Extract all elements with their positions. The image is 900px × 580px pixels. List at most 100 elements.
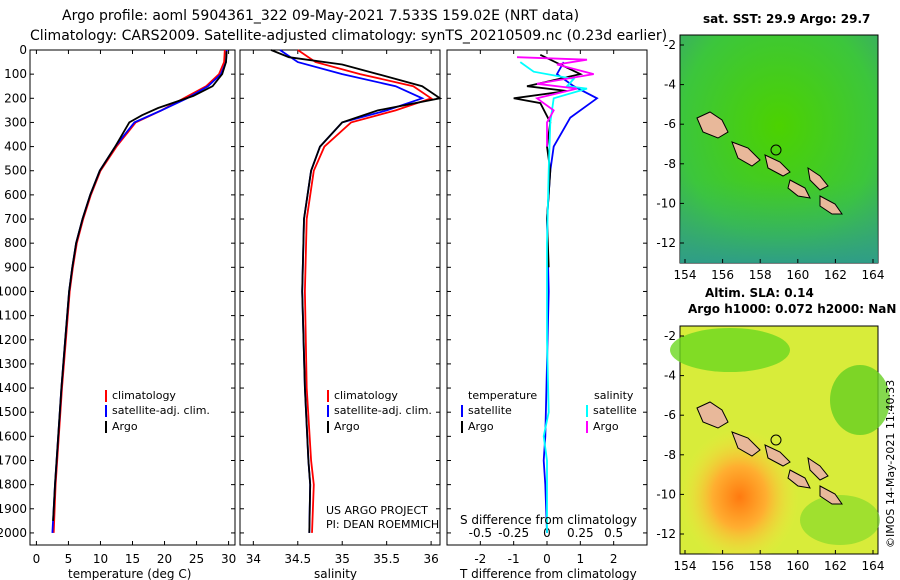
- x-tick-label: 35: [335, 552, 350, 566]
- map-x-tick-label: 156: [711, 268, 734, 282]
- legend-s-argo: Argo: [593, 420, 619, 433]
- t-difference-xlabel: T difference from climatology: [459, 567, 637, 580]
- y-tick-label: 1400: [0, 381, 27, 395]
- salinity-xlabel: salinity: [314, 567, 357, 580]
- s-difference-title: S difference from climatology: [460, 513, 637, 527]
- y-tick-label: 1700: [0, 453, 27, 467]
- salinity-legend: climatology satellite-adj. clim. Argo: [327, 389, 432, 433]
- y-tick-label: 700: [4, 212, 27, 226]
- sst-map-title: sat. SST: 29.9 Argo: 29.7: [703, 12, 870, 26]
- legend-s-satellite: satellite: [593, 404, 637, 417]
- map-x-tick-label: 164: [862, 559, 885, 573]
- y-tick-label: 500: [4, 164, 27, 178]
- x-tick-label: 5: [65, 552, 73, 566]
- x-tick-label: 1: [577, 552, 585, 566]
- y-tick-label: 1000: [0, 284, 27, 298]
- y-tick-label: 100: [4, 67, 27, 81]
- temperature-legend: climatology satellite-adj. clim. Argo: [105, 389, 210, 433]
- map-y-tick-label: -12: [656, 527, 676, 541]
- y-tick-label: 800: [4, 236, 27, 250]
- sla-map: Altim. SLA: 0.14 Argo h1000: 0.072 h2000…: [656, 286, 896, 573]
- map-x-tick-label: 158: [749, 268, 772, 282]
- temperature-legend-climatology: climatology: [112, 389, 176, 402]
- difference-panel: -2 -1 0 1 2 -0.5 -0.25 0 0.25 0.5 S difference fr…: [446, 49, 648, 580]
- x-tick-label: 34.5: [284, 552, 311, 566]
- x-tick-label: -1: [508, 552, 520, 566]
- x-tick-label: 30: [221, 552, 236, 566]
- map-y-tick-label: -12: [656, 236, 676, 250]
- map-x-tick-label: 156: [711, 559, 734, 573]
- map-x-tick-label: 162: [824, 268, 847, 282]
- s-tick-label: -0.5: [469, 526, 492, 540]
- temperature-xlabel: temperature (deg C): [68, 567, 191, 580]
- salinity-legend-climatology: climatology: [334, 389, 398, 402]
- map-x-tick-label: 162: [824, 559, 847, 573]
- map-y-tick-label: -10: [656, 487, 676, 501]
- map-x-tick-label: 160: [786, 268, 809, 282]
- sst-field-south: [680, 180, 878, 263]
- salinity-lines: [270, 49, 443, 533]
- salinity-legend-argo: Argo: [334, 420, 360, 433]
- title-line-2: Climatology: CARS2009. Satellite-adjuste…: [30, 28, 667, 44]
- series-line-climatology: [297, 49, 434, 533]
- temperature-ticks: 0100200300400500600700800900100011001200…: [0, 43, 236, 566]
- temperature-lines: [51, 49, 228, 533]
- x-tick-label: 10: [93, 552, 108, 566]
- series-line-argo: [270, 49, 443, 533]
- temperature-legend-satellite: satellite-adj. clim.: [112, 404, 210, 417]
- legend-t-satellite: satellite: [468, 404, 512, 417]
- sla-hotspot: [680, 326, 878, 554]
- map-y-tick-label: -8: [664, 448, 676, 462]
- map-y-tick-label: -10: [656, 196, 676, 210]
- legend-header-salinity: salinity: [594, 389, 634, 402]
- annotation-project: US ARGO PROJECT: [326, 504, 428, 517]
- s-tick-label: 0.5: [604, 526, 623, 540]
- y-tick-label: 1800: [0, 478, 27, 492]
- map-x-tick-label: 160: [786, 559, 809, 573]
- sla-map-title-2: Argo h1000: 0.072 h2000: NaN: [688, 302, 896, 316]
- temperature-legend-argo: Argo: [112, 420, 138, 433]
- map-x-tick-label: 158: [749, 559, 772, 573]
- y-tick-label: 1100: [0, 309, 27, 323]
- sla-map-title-1: Altim. SLA: 0.14: [705, 286, 814, 300]
- sla-islands: [696, 401, 843, 505]
- x-tick-label: 2: [610, 552, 618, 566]
- y-tick-label: 200: [4, 91, 27, 105]
- difference-legend: temperature salinity satellite Argo sate…: [461, 389, 637, 433]
- salinity-panel: 34 34.5 35 35.5 36 salinity climatology sate…: [239, 49, 443, 580]
- map-x-tick-label: 164: [862, 268, 885, 282]
- x-tick-label: 20: [157, 552, 172, 566]
- map-y-tick-label: -8: [664, 157, 676, 171]
- y-tick-label: 1200: [0, 333, 27, 347]
- title-line-1: Argo profile: aoml 5904361_322 09-May-20…: [62, 8, 579, 24]
- x-tick-label: 35.5: [373, 552, 400, 566]
- y-tick-label: 400: [4, 140, 27, 154]
- map-y-tick-label: -6: [664, 408, 676, 422]
- x-tick-label: 34: [246, 552, 261, 566]
- map-y-tick-label: -2: [664, 329, 676, 343]
- y-tick-label: 1500: [0, 405, 27, 419]
- salinity-legend-satellite: satellite-adj. clim.: [334, 404, 432, 417]
- y-tick-label: 600: [4, 188, 27, 202]
- difference-ticks: -2 -1 0 1 2 -0.5 -0.25 0 0.25 0.5: [447, 49, 647, 566]
- annotation-pi: PI: DEAN ROEMMICH: [326, 518, 439, 531]
- x-tick-label: 0: [543, 552, 551, 566]
- series-line-t-argo: [513, 53, 584, 268]
- temperature-panel: 0100200300400500600700800900100011001200…: [0, 43, 236, 580]
- sst-map-axis: 154 156 158 160 162 164 -2 -4 -6 -8 -10 -12: [656, 38, 884, 282]
- y-tick-label: 0: [19, 43, 27, 57]
- series-line-s-satellite: [519, 61, 588, 533]
- sla-map-axis: 154 156 158 160 162 164 -2 -4 -6 -8 -10 -12: [656, 329, 884, 573]
- legend-header-temperature: temperature: [468, 389, 537, 402]
- s-tick-label: 0.25: [567, 526, 594, 540]
- x-tick-label: 25: [189, 552, 204, 566]
- y-tick-label: 2000: [0, 526, 27, 540]
- credit: ©IMOS 14-May-2021 11:40:33: [884, 380, 897, 548]
- series-line-s-argo: [516, 56, 594, 147]
- map-y-tick-label: -4: [664, 369, 676, 383]
- sst-map: sat. SST: 29.9 Argo: 29.7 154 156 158 160 16…: [656, 12, 884, 282]
- y-tick-label: 300: [4, 115, 27, 129]
- map-y-tick-label: -4: [664, 78, 676, 92]
- y-tick-label: 1600: [0, 429, 27, 443]
- map-x-tick-label: 154: [674, 268, 697, 282]
